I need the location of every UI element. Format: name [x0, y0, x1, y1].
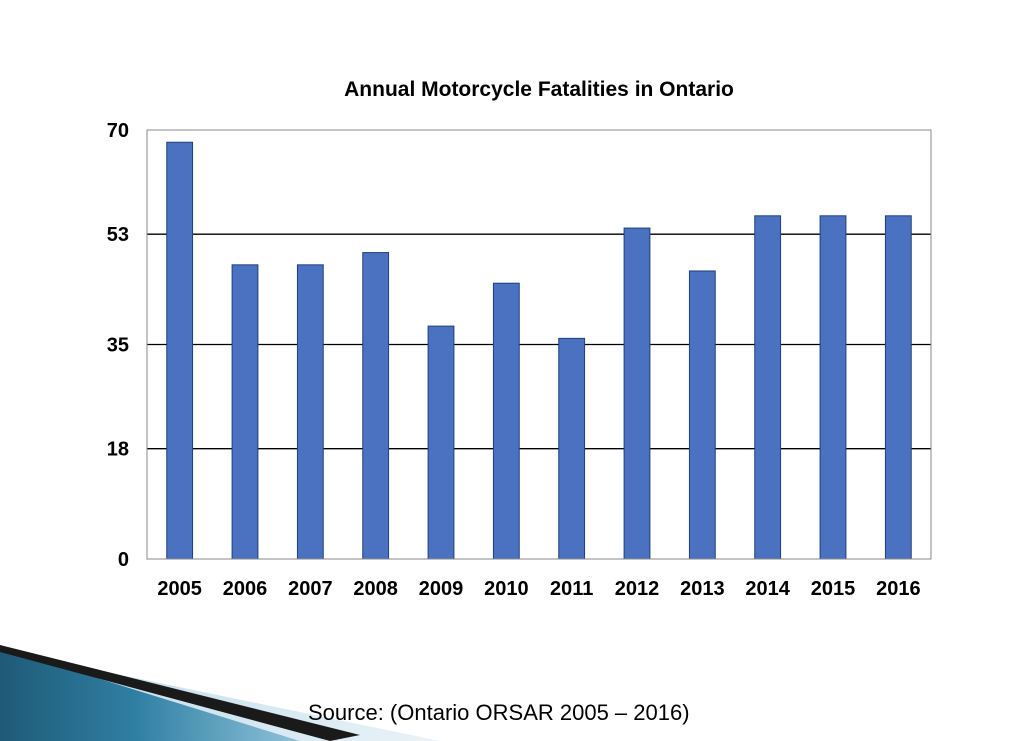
gridlines [147, 233, 931, 450]
bar-2012 [623, 227, 651, 560]
y-tick-label: 70 [107, 120, 129, 142]
bar-2010 [492, 282, 520, 560]
bar-2005 [166, 141, 194, 560]
bar-2006 [231, 264, 259, 560]
y-tick-label: 0 [118, 549, 129, 571]
bars [166, 141, 912, 560]
y-tick-label: 35 [107, 335, 129, 357]
x-tick-label: 2010 [484, 578, 529, 600]
y-tick-label: 18 [107, 439, 129, 461]
y-tick-label: 53 [107, 224, 129, 246]
bar-2011 [558, 337, 586, 560]
x-tick-label: 2006 [223, 578, 268, 600]
chart-title: Annual Motorcycle Fatalities in Ontario [344, 78, 734, 101]
y-axis-ticks: 0 18 35 53 70 [107, 120, 129, 571]
bar-2015 [819, 215, 847, 560]
bar-2008 [362, 252, 390, 560]
x-tick-label: 2012 [615, 578, 660, 600]
x-tick-label: 2013 [680, 578, 725, 600]
bar-2013 [688, 270, 716, 560]
x-axis-ticks: 2005 2006 2007 2008 2009 2010 2011 2012 2013 2014… [157, 578, 920, 600]
x-tick-label: 2011 [550, 578, 593, 600]
x-tick-label: 2005 [157, 578, 202, 600]
bar-2007 [296, 264, 324, 560]
x-tick-label: 2015 [811, 578, 856, 600]
bar-2016 [884, 215, 912, 560]
x-tick-label: 2007 [288, 578, 333, 600]
x-tick-label: 2008 [353, 578, 398, 600]
bar-2009 [427, 325, 455, 560]
plot-area-frame [146, 129, 932, 560]
x-tick-label: 2009 [419, 578, 464, 600]
decor-dark-stripe [0, 645, 360, 741]
x-tick-label: 2016 [876, 578, 921, 600]
bar-2014 [754, 215, 782, 560]
x-tick-label: 2014 [745, 578, 790, 600]
source-caption: Source: (Ontario ORSAR 2005 – 2016) [308, 700, 690, 725]
